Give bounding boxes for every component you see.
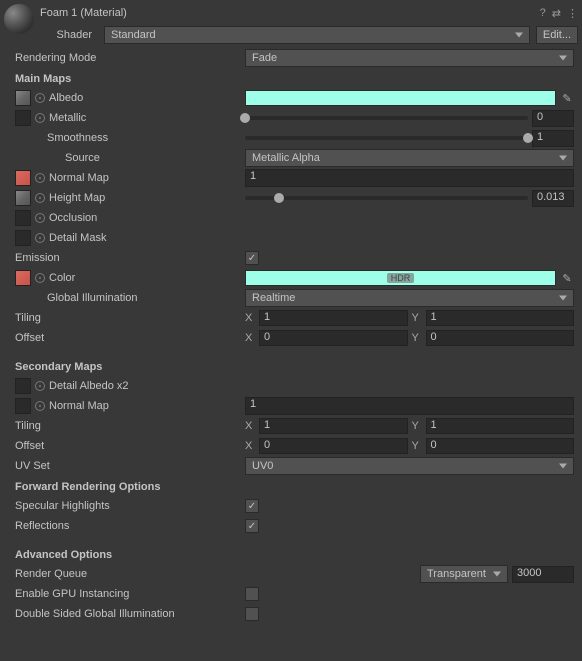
gpu-instancing-label: Enable GPU Instancing: [15, 588, 129, 600]
offset-y-input[interactable]: 0: [426, 330, 575, 346]
slider-thumb[interactable]: [240, 113, 250, 123]
y-label: Y: [412, 420, 422, 432]
height-map-value-input[interactable]: 0.013: [532, 190, 574, 207]
metallic-label: Metallic: [49, 112, 86, 124]
emission-color-field[interactable]: HDR: [245, 270, 556, 286]
metallic-texture-slot[interactable]: [15, 110, 31, 126]
material-preview-sphere: [4, 4, 34, 34]
eyedropper-icon[interactable]: ✎: [560, 90, 574, 106]
secondary-normal-map-value-input[interactable]: 1: [245, 397, 574, 415]
smoothness-source-label: Source: [65, 152, 100, 164]
render-queue-value-input[interactable]: 3000: [512, 566, 574, 583]
shader-label: Shader: [40, 29, 98, 41]
occlusion-picker-icon[interactable]: [35, 213, 45, 223]
albedo-texture-slot[interactable]: [15, 90, 31, 106]
double-sided-gi-checkbox[interactable]: [245, 607, 259, 621]
smoothness-slider[interactable]: [245, 136, 528, 140]
normal-map-value-input[interactable]: 1: [245, 169, 574, 187]
tiling-label: Tiling: [15, 312, 41, 324]
offset-label: Offset: [15, 332, 44, 344]
secondary-offset-y-input[interactable]: 0: [426, 438, 575, 454]
height-map-picker-icon[interactable]: [35, 193, 45, 203]
smoothness-value-input[interactable]: 1: [532, 130, 574, 147]
uv-set-label: UV Set: [15, 460, 50, 472]
emission-checkbox[interactable]: [245, 251, 259, 265]
material-title: Foam 1 (Material): [40, 7, 540, 19]
uv-set-dropdown[interactable]: UV0: [245, 457, 574, 475]
emission-label: Emission: [15, 252, 60, 264]
secondary-normal-map-label: Normal Map: [49, 400, 109, 412]
secondary-tiling-label: Tiling: [15, 420, 41, 432]
specular-highlights-checkbox[interactable]: [245, 499, 259, 513]
smoothness-source-dropdown[interactable]: Metallic Alpha: [245, 149, 574, 167]
secondary-tiling-y-input[interactable]: 1: [426, 418, 575, 434]
detail-albedo-texture-slot[interactable]: [15, 378, 31, 394]
height-map-texture-slot[interactable]: [15, 190, 31, 206]
secondary-tiling-x-input[interactable]: 1: [259, 418, 408, 434]
detail-albedo-label: Detail Albedo x2: [49, 380, 129, 392]
tiling-y-input[interactable]: 1: [426, 310, 575, 326]
specular-highlights-label: Specular Highlights: [15, 500, 110, 512]
y-label: Y: [412, 440, 422, 452]
metallic-value-input[interactable]: 0: [532, 110, 574, 127]
detail-mask-picker-icon[interactable]: [35, 233, 45, 243]
offset-x-input[interactable]: 0: [259, 330, 408, 346]
albedo-label: Albedo: [49, 92, 83, 104]
x-label: X: [245, 332, 255, 344]
height-map-label: Height Map: [49, 192, 105, 204]
advanced-options-header: Advanced Options: [15, 546, 574, 564]
detail-mask-label: Detail Mask: [49, 232, 106, 244]
double-sided-gi-label: Double Sided Global Illumination: [15, 608, 175, 620]
shader-value: Standard: [111, 29, 156, 41]
albedo-texture-picker-icon[interactable]: [35, 93, 45, 103]
normal-map-label: Normal Map: [49, 172, 109, 184]
menu-icon[interactable]: ⋮: [567, 7, 578, 20]
global-illumination-label: Global Illumination: [47, 292, 138, 304]
detail-mask-texture-slot[interactable]: [15, 230, 31, 246]
forward-rendering-header: Forward Rendering Options: [15, 478, 574, 496]
albedo-color-field[interactable]: [245, 90, 556, 106]
render-queue-label: Render Queue: [15, 568, 87, 580]
help-icon[interactable]: ?: [540, 7, 546, 20]
hdr-badge: HDR: [387, 273, 415, 283]
rendering-mode-label: Rendering Mode: [15, 52, 96, 64]
secondary-normal-map-picker-icon[interactable]: [35, 401, 45, 411]
detail-albedo-picker-icon[interactable]: [35, 381, 45, 391]
y-label: Y: [412, 312, 422, 324]
global-illumination-dropdown[interactable]: Realtime: [245, 289, 574, 307]
height-map-slider[interactable]: [245, 196, 528, 200]
shader-dropdown[interactable]: Standard: [104, 26, 530, 44]
slider-thumb[interactable]: [523, 133, 533, 143]
reflections-label: Reflections: [15, 520, 69, 532]
secondary-maps-header: Secondary Maps: [15, 358, 574, 376]
eyedropper-icon[interactable]: ✎: [560, 270, 574, 286]
normal-map-texture-slot[interactable]: [15, 170, 31, 186]
tiling-x-input[interactable]: 1: [259, 310, 408, 326]
x-label: X: [245, 420, 255, 432]
main-maps-header: Main Maps: [15, 70, 574, 88]
emission-color-label: Color: [49, 272, 75, 284]
presets-icon[interactable]: ⇄: [552, 7, 561, 20]
emission-color-texture-slot[interactable]: [15, 270, 31, 286]
render-queue-dropdown[interactable]: Transparent: [420, 565, 508, 583]
smoothness-label: Smoothness: [47, 132, 108, 144]
slider-thumb[interactable]: [274, 193, 284, 203]
y-label: Y: [412, 332, 422, 344]
edit-shader-button[interactable]: Edit...: [536, 26, 578, 44]
x-label: X: [245, 312, 255, 324]
secondary-offset-label: Offset: [15, 440, 44, 452]
metallic-slider[interactable]: [245, 116, 528, 120]
rendering-mode-dropdown[interactable]: Fade: [245, 49, 574, 67]
secondary-normal-map-texture-slot[interactable]: [15, 398, 31, 414]
occlusion-texture-slot[interactable]: [15, 210, 31, 226]
occlusion-label: Occlusion: [49, 212, 97, 224]
gpu-instancing-checkbox[interactable]: [245, 587, 259, 601]
emission-color-picker-icon[interactable]: [35, 273, 45, 283]
x-label: X: [245, 440, 255, 452]
reflections-checkbox[interactable]: [245, 519, 259, 533]
normal-map-picker-icon[interactable]: [35, 173, 45, 183]
secondary-offset-x-input[interactable]: 0: [259, 438, 408, 454]
metallic-texture-picker-icon[interactable]: [35, 113, 45, 123]
